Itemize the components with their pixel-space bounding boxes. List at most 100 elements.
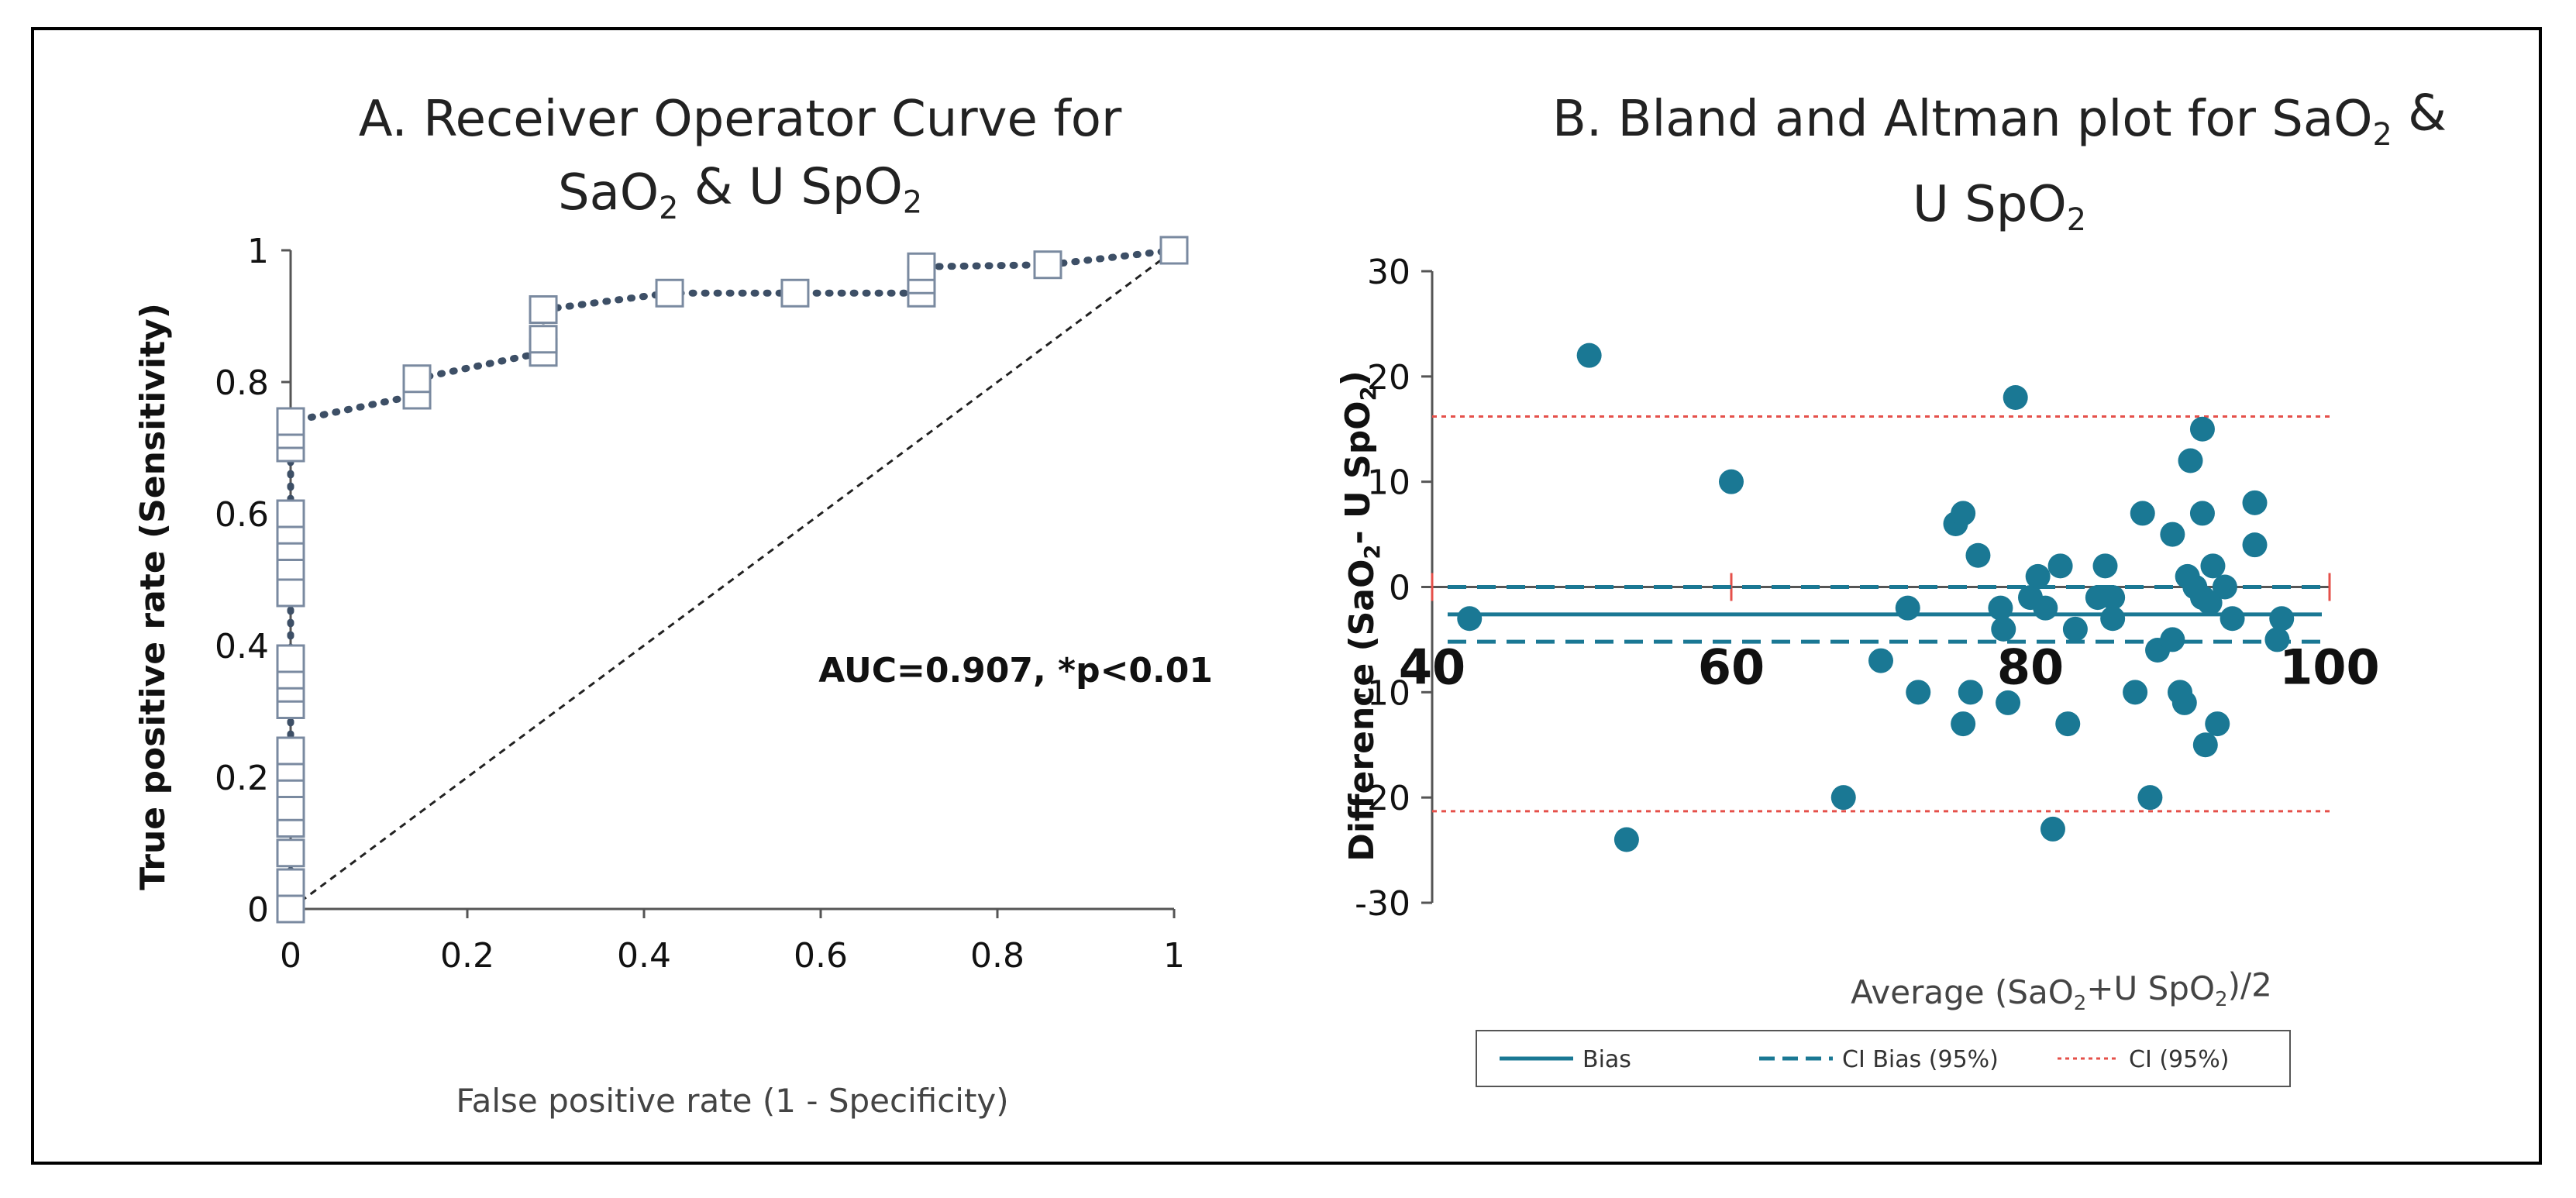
roc-x-axis-label: False positive rate (1 - Specificity) — [456, 1082, 1008, 1120]
ba-point — [2269, 606, 2295, 632]
roc-y-tick-label: 0 — [247, 890, 269, 930]
ba-point — [2178, 448, 2203, 473]
ba-point — [2192, 732, 2218, 758]
roc-chart-title-line1: A. Receiver Operator Curve for — [359, 91, 1122, 148]
ba-point — [1906, 680, 1931, 705]
ba-point — [1958, 680, 1983, 705]
roc-x-tick-label: 0.2 — [440, 936, 494, 976]
ba-point — [1719, 469, 1744, 494]
ba-point — [2200, 553, 2226, 579]
ba-point — [1988, 595, 2013, 621]
roc-point-marker — [276, 838, 305, 868]
roc-y-tick-label: 0.6 — [215, 495, 269, 535]
ba-tick-labels: -30 -20 -10 0 10 20 30 40 60 80 100 — [1355, 253, 2380, 924]
ba-y-tick-label: 10 — [1367, 463, 1410, 503]
ba-point — [2062, 616, 2088, 642]
roc-point-marker — [276, 894, 305, 924]
roc-x-tick-label: 0 — [280, 936, 301, 976]
ba-point — [2171, 690, 2197, 715]
bland-altman-chart: B. Bland and Altman plot for SaO2 & U Sp… — [1334, 85, 2447, 1087]
ba-legend-label: Bias — [1582, 1046, 1631, 1073]
roc-point-marker — [780, 278, 810, 308]
roc-y-axis-label: True positive rate (Sensitivity) — [133, 303, 173, 890]
ba-x-tick-label: 40 — [1399, 639, 1465, 696]
ba-point — [2100, 585, 2126, 611]
roc-chance-line — [290, 249, 1175, 911]
ba-point — [2100, 606, 2126, 632]
ba-point — [1951, 501, 1976, 526]
ba-chart-title-line1: B. Bland and Altman plot for SaO2 & — [1552, 85, 2447, 153]
ba-x-tick-label: 60 — [1698, 639, 1765, 696]
ba-point — [1868, 648, 1893, 673]
roc-x-tick-label: 0.8 — [970, 936, 1025, 976]
ba-point — [2242, 490, 2268, 515]
roc-point-marker — [276, 868, 305, 897]
ba-point — [1991, 616, 2016, 642]
roc-point-marker — [402, 364, 432, 394]
roc-point-marker — [655, 278, 684, 308]
roc-point-marker — [276, 644, 305, 673]
ba-point — [1951, 711, 1976, 737]
ba-point — [1895, 595, 1920, 621]
ba-point — [1576, 343, 1602, 368]
figure-frame — [31, 27, 2542, 1165]
ba-point — [2025, 563, 2051, 589]
roc-point-marker — [1033, 250, 1062, 280]
ba-point — [2033, 595, 2058, 621]
ba-point — [2212, 574, 2237, 600]
ba-x-axis-label: Average (SaO2+U SpO2)/2 — [1851, 966, 2272, 1014]
roc-point-marker — [907, 252, 936, 281]
ba-point — [2242, 532, 2268, 558]
roc-x-tick-label: 1 — [1163, 936, 1185, 976]
ba-point — [2220, 606, 2245, 632]
roc-point-marker — [529, 295, 558, 324]
roc-y-tick-label: 0.4 — [215, 627, 269, 666]
roc-markers — [276, 236, 1189, 924]
roc-y-tick-label: 0.2 — [215, 759, 269, 798]
ba-points — [1457, 343, 2295, 852]
ba-point — [2055, 711, 2081, 737]
ba-reference-lines — [1432, 415, 2330, 813]
ba-y-tick-label: -20 — [1355, 779, 1410, 818]
ba-y-tick-label: 0 — [1389, 569, 1410, 608]
roc-chart: A. Receiver Operator Curve for SaO2 & U … — [133, 91, 1213, 1120]
ba-x-tick-label: 100 — [2279, 639, 2379, 696]
ba-point — [2047, 553, 2073, 579]
ba-x-tick-label: 80 — [1997, 639, 2064, 696]
ba-y-axis-label: Difference (SaO2- U SpO2) — [1334, 370, 1385, 861]
roc-chart-title-line2: SaO2 & U SpO2 — [558, 159, 922, 226]
ba-point — [2137, 785, 2163, 811]
ba-chart-title-line2: U SpO2 — [1913, 176, 2086, 238]
ba-legend-label: CI Bias (95%) — [1842, 1046, 1999, 1073]
ba-point — [2003, 385, 2028, 410]
ba-point — [2205, 711, 2230, 737]
ba-point — [2197, 590, 2223, 615]
ba-y-tick-label: -30 — [1355, 884, 1410, 924]
roc-tick-labels: 0 0.2 0.4 0.6 0.8 1 0 0.2 0.4 0.6 0.8 1 — [215, 232, 1185, 976]
ba-point — [2092, 553, 2118, 579]
ba-point — [1830, 785, 1856, 811]
ba-point — [2040, 816, 2065, 842]
roc-x-tick-label: 0.4 — [617, 936, 671, 976]
roc-point-marker — [276, 736, 305, 766]
ba-point — [2264, 627, 2290, 652]
roc-y-tick-label: 0.8 — [215, 363, 269, 403]
ba-point — [2189, 416, 2215, 442]
roc-x-tick-label: 0.6 — [794, 936, 848, 976]
roc-point-marker — [276, 499, 305, 528]
ba-point — [1613, 827, 1639, 852]
ba-point — [1457, 606, 1483, 632]
ba-point — [2130, 501, 2155, 526]
ba-point — [2160, 522, 2185, 547]
ba-point — [1965, 542, 1991, 568]
roc-y-tick-label: 1 — [247, 232, 269, 271]
ba-point — [2160, 627, 2185, 652]
roc-auc-annotation: AUC=0.907, *p<0.01 — [818, 651, 1213, 690]
roc-point-marker — [1159, 236, 1189, 265]
ba-y-tick-label: 30 — [1367, 253, 1410, 292]
roc-point-marker — [529, 325, 558, 354]
roc-reference-line — [290, 249, 1175, 911]
ba-point — [1996, 690, 2021, 715]
ba-legend-box — [1476, 1030, 2291, 1087]
